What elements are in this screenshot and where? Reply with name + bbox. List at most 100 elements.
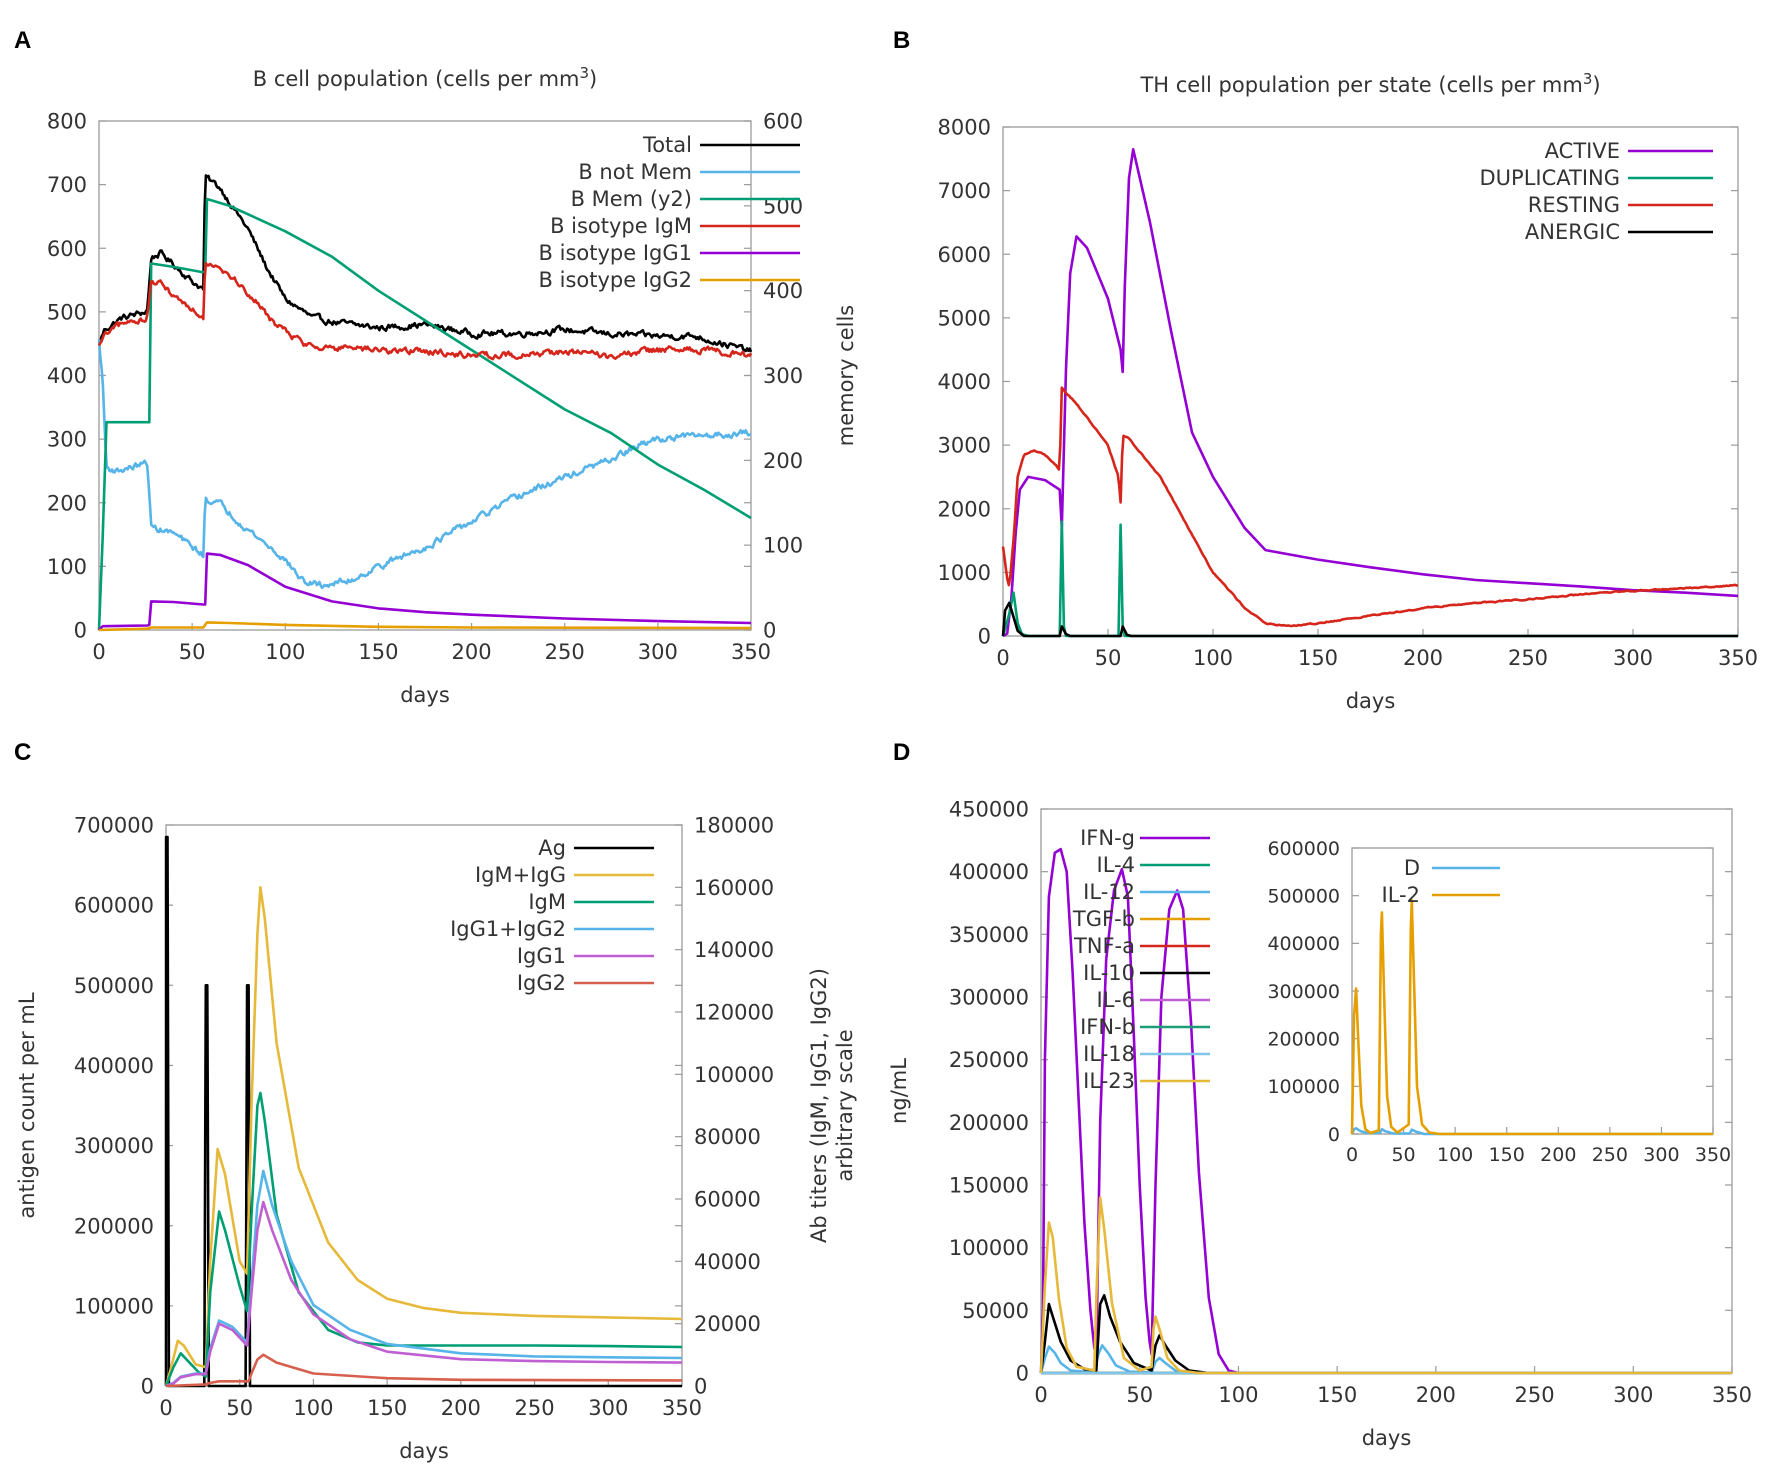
y-tick-label: 700000 bbox=[74, 814, 154, 838]
y-tick-label: 350000 bbox=[949, 923, 1029, 947]
series-line-il-23 bbox=[1039, 1196, 1732, 1375]
x-tick-label: 350 bbox=[1712, 1383, 1752, 1407]
legend-label: B not Mem bbox=[578, 160, 692, 184]
series-line-igg1-igg2 bbox=[165, 1169, 683, 1388]
legend-label: IgM bbox=[528, 890, 566, 914]
legend-label: IgG1 bbox=[517, 944, 566, 968]
series-line-il-2 bbox=[1350, 899, 1713, 1136]
x-axis-label: days bbox=[399, 1439, 449, 1463]
inset-legend-label: D bbox=[1404, 856, 1420, 880]
x-tick-label: 0 bbox=[159, 1396, 172, 1420]
y-tick-label: 400000 bbox=[74, 1054, 154, 1078]
y2-tick-label: 0 bbox=[694, 1375, 707, 1399]
y2-axis-label: memory cells bbox=[834, 305, 858, 447]
x-tick-label: 100 bbox=[1193, 646, 1233, 670]
series-line-b-isotype-igg1 bbox=[98, 552, 752, 631]
y-tick-label: 1000 bbox=[938, 561, 991, 585]
series-line-igg1 bbox=[165, 1200, 683, 1388]
series-line-d bbox=[1350, 1127, 1713, 1136]
y-tick-label: 100000 bbox=[74, 1294, 154, 1318]
series-line-ifn-g bbox=[1039, 847, 1732, 1375]
y2-tick-label: 20000 bbox=[694, 1312, 761, 1336]
y2-tick-label: 120000 bbox=[694, 1001, 774, 1025]
legend-label: ANERGIC bbox=[1525, 220, 1620, 244]
series-line-anergic bbox=[1001, 601, 1738, 638]
y2-tick-label: 100 bbox=[763, 534, 803, 558]
x-tick-label: 250 bbox=[515, 1396, 555, 1420]
x-tick-label: 350 bbox=[1695, 1144, 1731, 1166]
x-tick-label: 350 bbox=[662, 1396, 702, 1420]
panel-letter: A bbox=[14, 27, 31, 54]
y-tick-label: 300000 bbox=[949, 986, 1029, 1010]
x-tick-label: 200 bbox=[1540, 1144, 1576, 1166]
legend-label: IFN-g bbox=[1080, 826, 1135, 850]
y-tick-label: 400000 bbox=[1267, 933, 1340, 955]
legend-label: Total bbox=[642, 133, 692, 157]
series-line-b-isotype-igm bbox=[97, 261, 753, 361]
legend-label: IL-4 bbox=[1097, 853, 1135, 877]
x-tick-label: 250 bbox=[1592, 1144, 1628, 1166]
legend-label: IL-23 bbox=[1083, 1069, 1135, 1093]
series-line-b-isotype-igg2 bbox=[98, 621, 752, 632]
y2-tick-label: 160000 bbox=[694, 876, 774, 900]
legend-label: Ag bbox=[538, 836, 566, 860]
legend-label: B isotype IgG1 bbox=[539, 241, 692, 265]
x-axis-label: days bbox=[400, 683, 450, 707]
y-tick-label: 250000 bbox=[949, 1048, 1029, 1072]
x-tick-label: 150 bbox=[1298, 646, 1338, 670]
x-tick-label: 150 bbox=[358, 640, 398, 664]
series-line-active bbox=[1002, 148, 1739, 638]
inset-background bbox=[1352, 848, 1713, 1134]
x-tick-label: 200 bbox=[441, 1396, 481, 1420]
y2-tick-label: 40000 bbox=[694, 1250, 761, 1274]
y-tick-label: 8000 bbox=[938, 116, 991, 140]
x-tick-label: 50 bbox=[226, 1396, 253, 1420]
series-line-ag bbox=[164, 835, 682, 1388]
y-tick-label: 200000 bbox=[1267, 1029, 1340, 1051]
y-tick-label: 5000 bbox=[938, 306, 991, 330]
y-tick-label: 100000 bbox=[1267, 1076, 1340, 1098]
legend-label: IL-6 bbox=[1097, 988, 1135, 1012]
y-tick-label: 7000 bbox=[938, 179, 991, 203]
x-tick-label: 50 bbox=[179, 640, 206, 664]
y-tick-label: 600000 bbox=[74, 894, 154, 918]
x-tick-label: 300 bbox=[1643, 1144, 1679, 1166]
y-tick-label: 0 bbox=[141, 1375, 154, 1399]
y-tick-label: 450000 bbox=[949, 798, 1029, 822]
y-tick-label: 800 bbox=[47, 110, 87, 134]
x-tick-label: 150 bbox=[1489, 1144, 1525, 1166]
chart-panel-a: A B cell population (cells per mm3) 0 50 100… bbox=[14, 27, 858, 707]
x-tick-label: 350 bbox=[1718, 646, 1758, 670]
series-line-b-mem-y2- bbox=[97, 197, 752, 631]
y-tick-label: 500000 bbox=[1267, 886, 1340, 908]
y2-tick-label: 60000 bbox=[694, 1188, 761, 1212]
panel-letter: C bbox=[14, 739, 31, 766]
y-tick-label: 300000 bbox=[74, 1134, 154, 1158]
y-tick-label: 2000 bbox=[938, 497, 991, 521]
x-tick-label: 300 bbox=[1613, 1383, 1653, 1407]
x-tick-label: 200 bbox=[1403, 646, 1443, 670]
x-tick-label: 200 bbox=[1416, 1383, 1456, 1407]
y-tick-label: 400 bbox=[47, 364, 87, 388]
legend-label: B isotype IgM bbox=[550, 214, 692, 238]
y2-tick-label: 180000 bbox=[694, 814, 774, 838]
legend-label: IgG1+IgG2 bbox=[450, 917, 566, 941]
chart-title: B cell population (cells per mm3) bbox=[253, 64, 597, 91]
plot-frame bbox=[1002, 126, 1739, 637]
x-tick-label: 250 bbox=[545, 640, 585, 664]
x-tick-label: 50 bbox=[1391, 1144, 1415, 1166]
legend-label: ACTIVE bbox=[1545, 139, 1620, 163]
series-line-resting bbox=[1001, 386, 1739, 628]
y-tick-label: 500 bbox=[47, 300, 87, 324]
x-tick-label: 0 bbox=[92, 640, 105, 664]
chart-panel-d: D0 50 100 150 200 250 300 350050000100000150000… bbox=[887, 739, 1752, 1450]
y-tick-label: 0 bbox=[1328, 1124, 1340, 1146]
y-tick-label: 4000 bbox=[938, 370, 991, 394]
y-tick-label: 700 bbox=[47, 173, 87, 197]
legend-label: RESTING bbox=[1528, 193, 1620, 217]
y-tick-label: 100 bbox=[47, 555, 87, 579]
y-tick-label: 200000 bbox=[949, 1111, 1029, 1135]
y-axis-label: antigen count per mL bbox=[15, 992, 39, 1218]
legend-label: IgG2 bbox=[517, 971, 566, 995]
